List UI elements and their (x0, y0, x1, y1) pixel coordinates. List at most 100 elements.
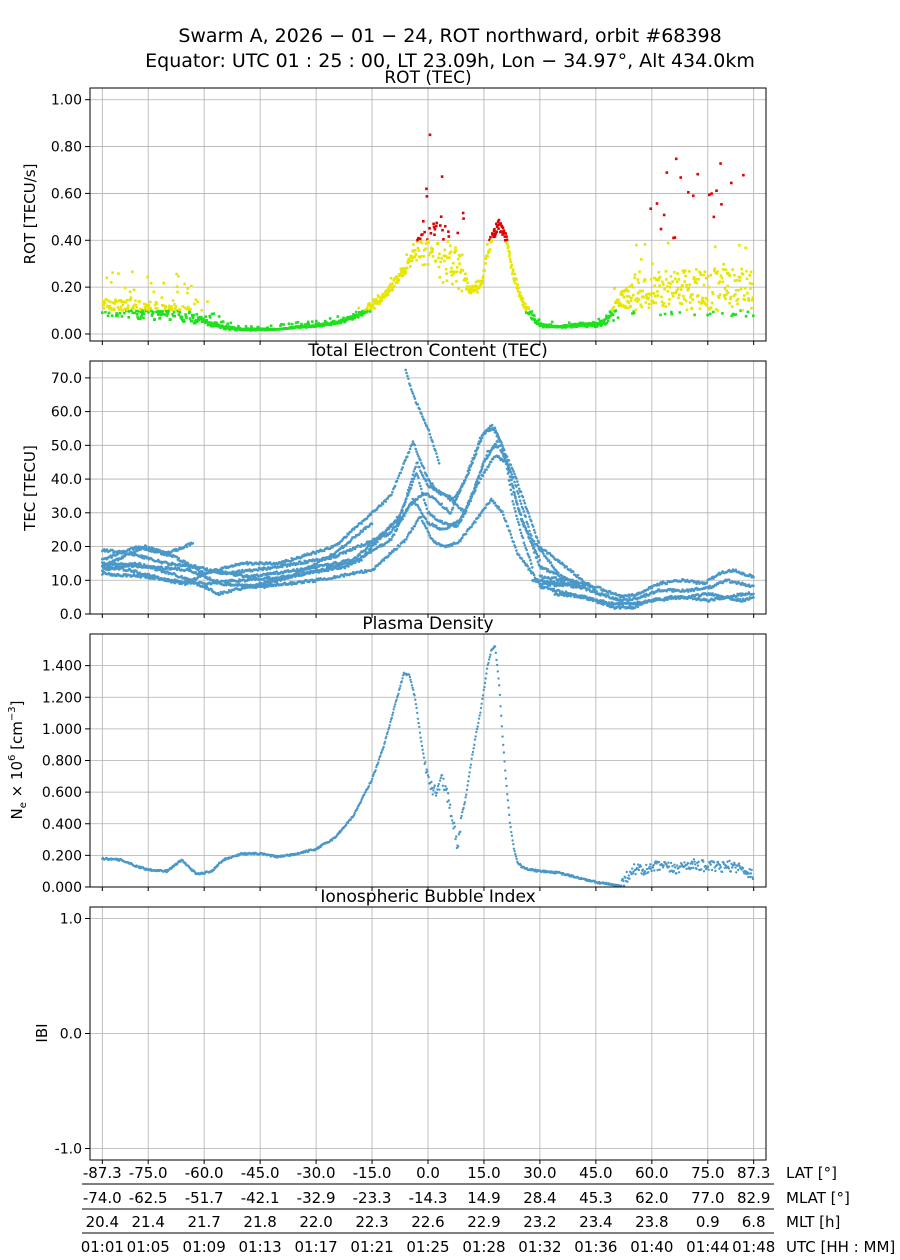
rot-point (483, 269, 486, 273)
rot-point (651, 262, 654, 266)
rot-point (371, 303, 375, 307)
tec-point (406, 506, 410, 510)
rot-point (513, 272, 516, 276)
rot-point (716, 309, 720, 312)
tec-point (525, 548, 528, 552)
rot-point (414, 253, 418, 257)
rot-point (142, 312, 146, 315)
rot-point (183, 282, 186, 286)
rot-point (623, 304, 627, 308)
rot-point (221, 320, 225, 323)
rot-point (181, 305, 185, 308)
tec-point (416, 402, 420, 406)
rot-point (303, 323, 307, 326)
rot-point (442, 254, 446, 257)
rot-point (750, 282, 754, 286)
tec-point (532, 540, 536, 543)
rot-point (392, 285, 396, 288)
tec-point (296, 562, 300, 566)
tec-point (205, 567, 209, 570)
rot-point (463, 279, 466, 282)
rot-point (120, 315, 124, 318)
rot-point (109, 300, 112, 304)
rot-point (206, 300, 209, 303)
rot-point (478, 284, 482, 288)
tec-point (467, 501, 471, 505)
tec-point (409, 480, 413, 484)
tec-point (414, 447, 417, 451)
rot-point (746, 310, 750, 314)
rot-point (688, 301, 692, 304)
rot-point (423, 230, 426, 234)
rot-point (365, 311, 368, 314)
rot-point (694, 277, 698, 281)
rot-point (150, 314, 154, 317)
tec-point (484, 506, 487, 509)
rot-point (162, 281, 165, 285)
rot-point (106, 314, 110, 318)
rot-point (636, 278, 640, 281)
rot-point (165, 314, 169, 317)
rot-point (157, 310, 161, 313)
tec-point (510, 473, 514, 476)
rot-point (373, 307, 376, 310)
rot-point (595, 325, 599, 328)
rot-point (402, 271, 405, 275)
rot-point (508, 251, 512, 255)
rot-point (504, 232, 507, 235)
tec-point (514, 510, 517, 513)
rot-point (137, 317, 140, 320)
rot-point (180, 315, 184, 319)
rot-point (343, 320, 347, 324)
rot-point (437, 256, 440, 260)
rot-point (139, 310, 143, 314)
tec-point (394, 519, 398, 522)
rot-point (671, 280, 674, 283)
rot-point (352, 313, 355, 316)
rot-point (697, 300, 701, 304)
rot-point (719, 274, 723, 278)
rot-point (426, 239, 430, 243)
rot-point (612, 319, 615, 322)
rot-point (686, 288, 690, 292)
rot-point (133, 303, 136, 307)
rot-point (154, 306, 157, 310)
tec-point (406, 488, 410, 492)
rot-point (652, 301, 655, 305)
rot-point (195, 319, 198, 322)
rot-point (116, 314, 119, 317)
tec-point (395, 479, 399, 483)
rot-point (115, 300, 119, 304)
rot-point (389, 283, 392, 286)
tec-point (461, 515, 465, 518)
tec-point (410, 500, 414, 504)
rot-point (287, 322, 291, 326)
tec-point (419, 484, 422, 488)
rot-point (604, 323, 607, 326)
rot-point (696, 294, 700, 297)
rot-point (443, 225, 447, 228)
tec-point (428, 534, 431, 537)
rot-point (712, 269, 716, 272)
tec-point (405, 538, 408, 541)
tec-point (515, 477, 518, 480)
rot-point (400, 271, 404, 275)
tec-point (365, 516, 369, 520)
rot-point (443, 248, 447, 252)
rot-ytick-label-1: 0.20 (51, 280, 82, 296)
rot-point (616, 301, 619, 304)
rot-point (702, 273, 705, 277)
rot-point (424, 247, 427, 251)
tec-point (537, 555, 541, 558)
tec-point (418, 481, 421, 485)
rot-point (527, 307, 531, 310)
rot-point (117, 308, 121, 311)
rot-point (611, 313, 615, 317)
rot-point (469, 291, 473, 295)
rot-point (425, 195, 429, 198)
rot-point (647, 306, 651, 310)
rot-point (347, 315, 351, 319)
rot-point (615, 298, 619, 302)
rot-point (109, 281, 113, 284)
